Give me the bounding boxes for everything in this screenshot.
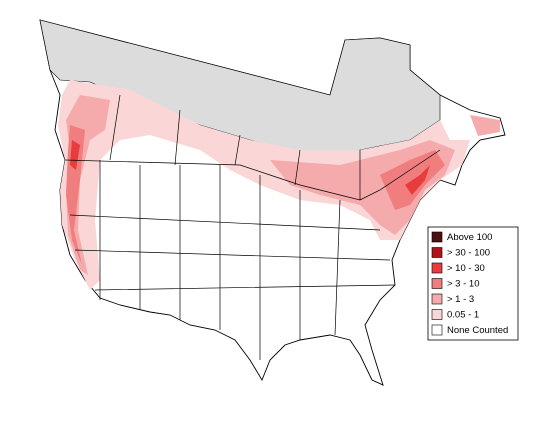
legend-swatch — [431, 324, 443, 336]
legend-label: > 30 - 100 — [447, 248, 490, 259]
legend-label: > 10 - 30 — [447, 263, 485, 274]
legend-label: None Counted — [447, 325, 508, 336]
legend-swatch — [431, 262, 443, 274]
legend-swatch — [431, 247, 443, 258]
legend: Above 100 > 30 - 100 > 10 - 30 > 3 - 10 > 1 … — [427, 226, 519, 341]
legend-swatch — [431, 231, 443, 243]
legend-box — [427, 226, 519, 341]
legend-swatch — [431, 309, 443, 320]
legend-label: > 3 - 10 — [447, 279, 479, 290]
legend-swatch — [431, 278, 443, 289]
legend-label: > 1 - 3 — [447, 294, 474, 305]
boundary — [64, 94, 441, 360]
legend-label: Above 100 — [447, 232, 492, 243]
legend-label: 0.05 - 1 — [447, 310, 479, 321]
abundance-region — [66, 95, 500, 275]
legend-swatch — [431, 293, 443, 305]
abundance-region — [58, 80, 470, 290]
